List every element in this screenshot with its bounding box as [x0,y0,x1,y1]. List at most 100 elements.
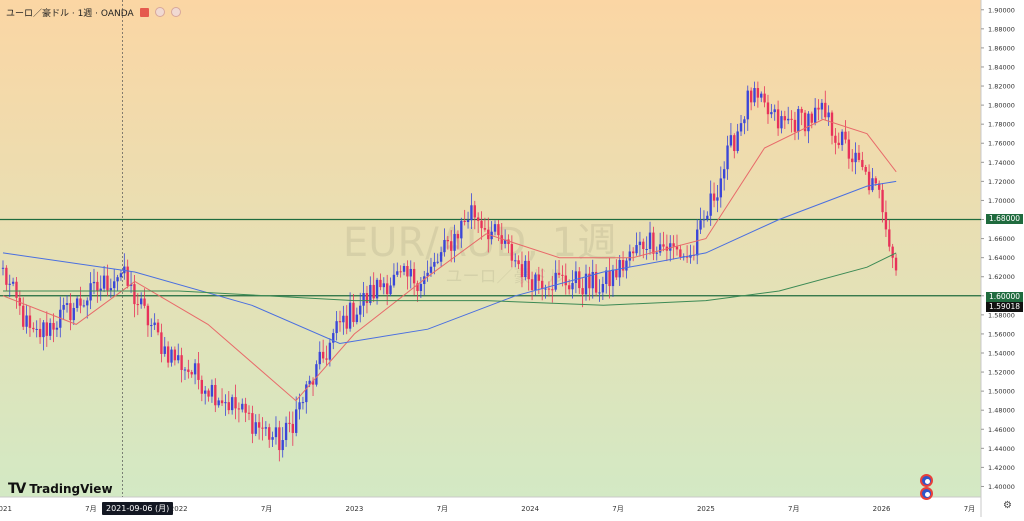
candle [476,212,480,234]
candle-body [396,271,399,275]
candle [5,265,8,291]
watermark-name: ユーロ／豪ドル [446,266,565,287]
candle-body [423,276,426,285]
candle-body [52,322,55,330]
candle [635,232,638,256]
candle-body [783,116,787,121]
candle [787,106,790,125]
candle [527,251,530,291]
candle [591,259,594,299]
candle [628,244,631,267]
status-dot-icon[interactable] [170,7,181,17]
candle-body [817,107,820,110]
candle-body [645,248,648,250]
candle-body [301,402,305,404]
candle-body [476,217,480,221]
candle [150,318,153,338]
candle [423,270,426,296]
candle-body [574,271,578,284]
candle-body [547,288,551,290]
candle [348,292,352,332]
status-dot-icon[interactable] [154,7,165,17]
candle-body [237,408,241,410]
candle-body [62,304,65,310]
y-tick-label: 1.64000 [988,254,1015,262]
candle-body [743,119,746,124]
candle-body [69,303,72,321]
candle-body [894,257,898,271]
settings-gear-icon[interactable]: ⚙ [1003,500,1012,511]
candle [382,277,385,295]
candle-body [372,284,375,299]
candle [790,110,793,133]
candle-body [315,364,318,385]
candle [726,135,729,180]
candle-body [254,422,257,434]
candle-body [359,305,362,315]
candle [38,318,42,344]
candle [867,164,871,195]
candle-body [177,355,180,361]
candle [268,423,271,448]
candle-body [345,315,348,329]
candle-body [480,220,483,229]
candle [766,94,770,124]
candle-body [163,346,166,354]
event-marker-icon[interactable] [920,474,933,487]
candle [325,345,328,366]
candle [743,116,746,135]
candle-body [470,205,473,221]
symbol-title[interactable]: ユーロ／豪ドル · 1週 · OANDA [6,8,134,19]
candle-body [460,220,463,239]
candle-body [298,402,301,410]
candle-body [230,397,234,411]
candle-body [554,272,557,290]
candle [69,293,72,331]
candle-body [214,384,217,406]
candle [311,377,315,397]
candle-body [187,369,190,372]
candle-body [96,281,99,292]
event-marker-icon[interactable] [920,487,933,500]
candle-body [439,252,443,262]
candle [355,307,359,325]
candle-body [106,275,109,291]
candle [190,369,193,378]
candle-body [584,273,588,295]
candle-body [113,281,116,289]
candle [719,166,722,208]
candle-body [813,107,817,123]
candle-body [797,109,800,132]
candle-body [517,260,520,265]
candle-body [867,171,871,191]
tradingview-logo[interactable]: TV TradingView [8,481,113,497]
candle [406,260,409,290]
candle-body [156,322,160,333]
candle [45,311,48,347]
candle [514,253,517,268]
candle [187,359,190,379]
candle [840,129,844,151]
candle-body [578,271,581,289]
x-tick-label: 7月 [437,505,448,513]
candle-body [642,241,645,250]
candle [230,394,234,415]
candle-body [59,309,62,328]
candle [389,277,392,297]
candle [301,396,305,410]
x-tick-label: 2025 [697,505,715,513]
candle-body [503,239,507,244]
candle [739,114,743,136]
candle [450,230,453,263]
candle [763,86,766,108]
candle-body [261,427,264,429]
candle [32,322,35,333]
candle [453,224,456,263]
candle-body [638,241,642,246]
candle-body [493,224,497,232]
candle [567,279,571,295]
candle [810,111,813,129]
candle [342,305,345,335]
